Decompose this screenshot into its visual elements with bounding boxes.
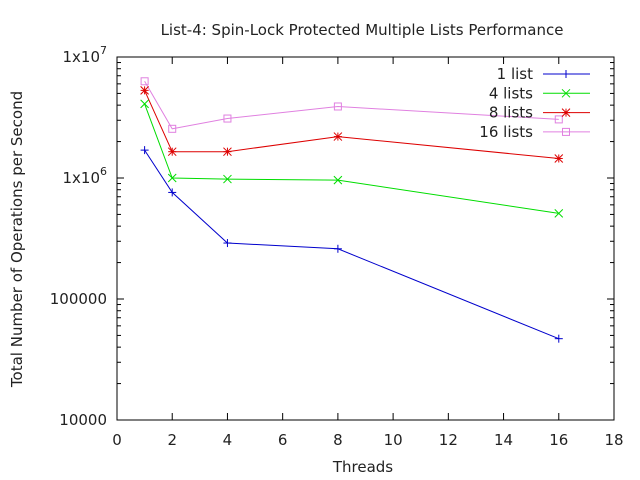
- plot-area: [116, 56, 615, 421]
- x-tick-label: 12: [439, 431, 458, 449]
- y-tick-label: 1x106: [62, 165, 107, 187]
- data-point: [167, 147, 177, 157]
- legend-label: 1 list: [497, 65, 533, 83]
- data-point: [333, 102, 342, 111]
- x-tick-label: 14: [494, 431, 513, 449]
- legend-label: 8 lists: [489, 104, 533, 122]
- chart-title: List-4: Spin-Lock Protected Multiple Lis…: [161, 21, 564, 39]
- y-tick-label: 1x107: [62, 44, 107, 66]
- x-tick-label: 4: [223, 431, 233, 449]
- data-point: [554, 154, 564, 163]
- data-point: [554, 209, 564, 218]
- data-point: [223, 114, 232, 123]
- x-tick-label: 6: [278, 431, 288, 449]
- y-tick-label: 10000: [59, 411, 107, 429]
- series-markers: [140, 77, 564, 343]
- data-point: [140, 99, 149, 109]
- legend-label: 16 lists: [479, 123, 533, 141]
- x-tick-label: 10: [384, 431, 403, 449]
- x-axis-label: Threads: [332, 458, 393, 476]
- legend-marker: [561, 88, 571, 98]
- legend-marker: [561, 108, 571, 117]
- data-point: [223, 174, 232, 184]
- data-point: [140, 77, 149, 86]
- x-tick-label: 8: [333, 431, 343, 449]
- data-point: [554, 334, 563, 343]
- x-tick-label: 16: [549, 431, 568, 449]
- y-tick-label: 100000: [50, 290, 107, 308]
- data-point: [167, 173, 177, 183]
- axis-ticks: 0 2 4 6 8 10 12 14 16 18 10000 100000 1x106 1x107: [50, 44, 624, 449]
- legend-label: 4 lists: [489, 84, 533, 102]
- data-point: [223, 147, 232, 157]
- y-axis-label: Total Number of Operations per Second: [8, 91, 26, 388]
- data-point: [140, 86, 149, 95]
- data-point: [168, 188, 177, 197]
- x-tick-label: 0: [112, 431, 122, 449]
- data-point: [333, 132, 343, 141]
- series-line-4: [144, 81, 559, 130]
- data-point: [333, 175, 343, 185]
- x-tick-label: 2: [167, 431, 177, 449]
- data-point: [168, 124, 177, 133]
- legend-marker: [562, 70, 570, 78]
- x-tick-label: 18: [604, 431, 623, 449]
- data-point: [333, 244, 342, 253]
- data-point: [554, 115, 563, 124]
- data-point: [223, 239, 232, 248]
- legend-marker: [562, 127, 570, 136]
- data-point: [140, 146, 149, 155]
